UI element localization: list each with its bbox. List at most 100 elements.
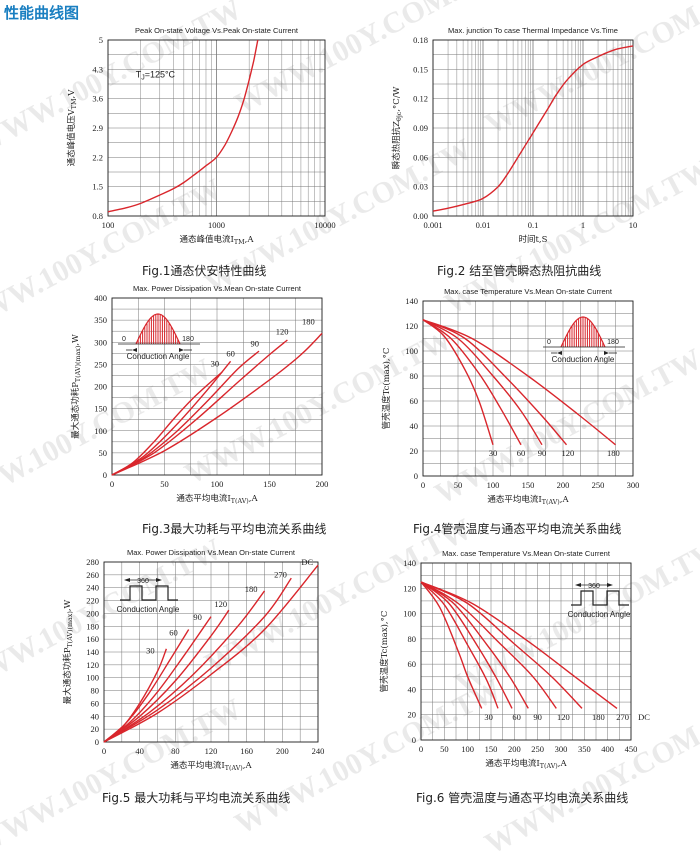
x-tick-label: 200 — [557, 480, 570, 490]
series-label: 90 — [193, 612, 202, 622]
series-line-60 — [422, 319, 522, 446]
series-label: DC — [638, 712, 650, 722]
y-tick-label: 100 — [405, 346, 418, 356]
y-tick-label: 80 — [410, 371, 419, 381]
x-tick-label: 0.001 — [423, 220, 442, 230]
series-label: 270 — [616, 712, 629, 722]
y-tick-label: 40 — [91, 711, 100, 721]
x-axis-label: 通态平均电流IT(AV),A — [485, 758, 567, 770]
series-label: 270 — [274, 569, 287, 579]
series-line-180 — [103, 590, 266, 743]
chart-title: Peak On-state Voltage Vs.Peak On-state C… — [135, 26, 299, 35]
caption-fig6: Fig.6 管壳温度与通态平均电流关系曲线 — [416, 791, 629, 805]
chart-2: 0.001 0.01 0.1 1 10 0.00 0.03 0.06 0.09 0.12 0.15 0… — [391, 26, 637, 245]
square-wave — [571, 590, 629, 606]
y-tick-label: 0.15 — [413, 64, 428, 74]
y-tick-label: 200 — [86, 608, 99, 618]
series-label: 30 — [489, 448, 498, 458]
y-tick-label: 0.00 — [413, 211, 428, 221]
series-line-60 — [420, 581, 499, 709]
chart-6: 0 50 100 150 200 250 300 350 400 450 0 20 40 60 80 100 1… — [379, 549, 650, 770]
series-line-90 — [420, 581, 513, 709]
series-group — [420, 581, 618, 709]
x-tick-label: 160 — [240, 746, 253, 756]
y-tick-label: 100 — [94, 426, 107, 436]
y-axis-label: 最大通态功耗PT(AV)(max),W — [70, 334, 82, 439]
x-tick-label: 150 — [263, 479, 276, 489]
grid — [111, 297, 323, 476]
series-line — [432, 45, 634, 212]
series-line-60 — [103, 629, 190, 743]
annotation: TJ=125°C — [136, 70, 176, 82]
y-tick-label: 20 — [410, 446, 419, 456]
x-tick-label: 1 — [581, 220, 585, 230]
plot-frame — [420, 562, 632, 741]
inset-label-360: 360 — [588, 583, 600, 590]
x-tick-label: 80 — [171, 746, 180, 756]
x-tick-label: 350 — [578, 744, 591, 754]
x-tick-label: 150 — [485, 744, 498, 754]
x-tick-label: 250 — [531, 744, 544, 754]
y-tick-label: 60 — [408, 659, 417, 669]
chart-title: Max. junction To case Thermal Impedance … — [448, 26, 618, 35]
series-line-120 — [420, 581, 529, 709]
y-tick-label: 100 — [86, 673, 99, 683]
y-axis-label: 管壳温度Tc(max),°C — [379, 611, 390, 693]
chart-3: 0 50 100 150 200050100150200250300350400Max.… — [70, 284, 328, 505]
y-tick-label: 60 — [91, 698, 100, 708]
y-tick-label: 0.09 — [413, 123, 428, 133]
grid — [432, 39, 633, 217]
y-tick-label: 140 — [403, 558, 416, 568]
y-tick-label: 260 — [86, 570, 99, 580]
series-label: 120 — [276, 326, 289, 336]
y-tick-label: 160 — [86, 634, 99, 644]
inset-label-180: 180 — [182, 336, 194, 343]
series-label: 30 — [146, 645, 155, 655]
y-tick-label: 40 — [410, 421, 419, 431]
x-tick-label: 40 — [135, 746, 144, 756]
x-tick-label: 100 — [102, 220, 115, 230]
x-tick-label: 240 — [312, 746, 325, 756]
series-line-120 — [103, 609, 230, 743]
series-group — [422, 319, 616, 446]
x-tick-label: 100 — [211, 479, 224, 489]
series-label: 90 — [538, 448, 547, 458]
x-tick-label: 120 — [205, 746, 218, 756]
series-label: 60 — [512, 712, 521, 722]
series-line-120 — [422, 319, 568, 446]
caption-fig2: Fig.2 结至管壳瞬态热阻抗曲线 — [437, 264, 602, 278]
y-axis-label: 最大通态功耗PT(AV)(max),W — [62, 599, 74, 704]
y-tick-label: 0 — [95, 737, 99, 747]
y-tick-label: 80 — [408, 634, 417, 644]
series-line-180 — [420, 581, 557, 709]
series-line-90 — [422, 319, 543, 446]
y-axis-label: 通态峰值电压VTM,V — [66, 89, 78, 167]
series-label: 60 — [517, 448, 526, 458]
x-tick-label: 200 — [276, 746, 289, 756]
series-label: 180 — [302, 317, 315, 327]
sine-wave — [560, 316, 606, 348]
x-tick-label: 0 — [419, 744, 423, 754]
chart-1: 100 1000 10000 0.8 1.5 2.2 2.9 3.6 4.3 5 Peak On-s… — [66, 26, 336, 246]
y-axis-label: 瞬态热阻抗Zθjc,°C/W — [391, 86, 403, 169]
series-line-30 — [103, 648, 168, 743]
series-line-90 — [111, 350, 260, 476]
y-tick-label: 120 — [403, 583, 416, 593]
chart-5: 0 40 80 120 160 200 240 0 20 40 60 80 100 120 140 160 18… — [62, 548, 324, 772]
y-tick-label: 220 — [86, 596, 99, 606]
series-group — [111, 332, 323, 476]
y-tick-label: 60 — [410, 396, 419, 406]
x-tick-label: 200 — [316, 479, 329, 489]
series-line-30 — [420, 581, 483, 709]
conduction-angle-inset: 360 Conduction Angle — [568, 583, 631, 619]
plot-frame — [422, 300, 634, 477]
y-tick-label: 4.3 — [92, 64, 103, 74]
x-tick-label: 300 — [555, 744, 568, 754]
caption-fig1: Fig.1通态伏安特性曲线 — [142, 264, 267, 278]
y-tick-label: 0 — [414, 471, 418, 481]
x-tick-label: 100 — [487, 480, 500, 490]
y-tick-label: 20 — [408, 710, 417, 720]
y-tick-label: 20 — [91, 724, 100, 734]
caption-fig5: Fig.5 最大功耗与平均电流关系曲线 — [102, 791, 291, 805]
